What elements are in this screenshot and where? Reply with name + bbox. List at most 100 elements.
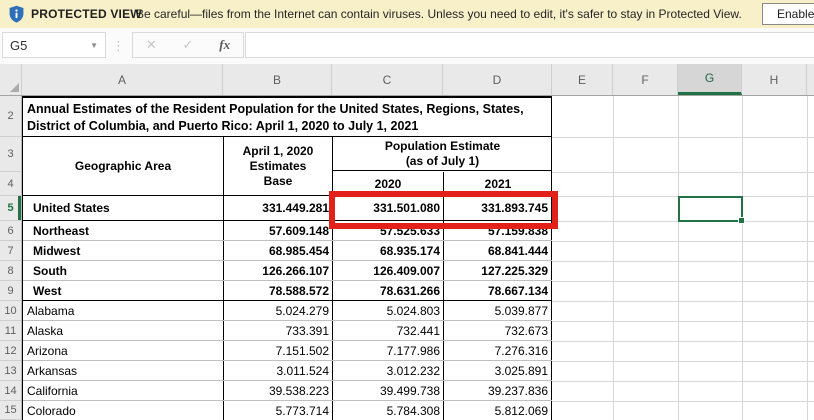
shield-info-icon (9, 5, 24, 23)
cell-base[interactable]: 126.266.107 (224, 261, 333, 280)
header-estimates-base[interactable]: April 1, 2020 Estimates Base (224, 137, 333, 195)
drag-handle-icon[interactable]: ⋮ (112, 38, 125, 53)
cell-2021[interactable]: 7.276.316 (444, 341, 552, 360)
cell-base[interactable]: 3.011.524 (224, 361, 333, 380)
cell-base[interactable]: 7.151.502 (224, 341, 333, 360)
cell-base[interactable]: 733.391 (224, 321, 333, 340)
row-header-3[interactable]: 3 (0, 137, 22, 172)
column-header-e[interactable]: E (552, 64, 613, 95)
cell-area[interactable]: Colorado (23, 401, 224, 420)
cell-base[interactable]: 57.609.148 (224, 221, 333, 240)
row-header-13[interactable]: 13 (0, 361, 22, 381)
cell-2021[interactable]: 5.039.877 (444, 301, 552, 320)
gridline (552, 301, 814, 302)
table-row: Arkansas 3.011.524 3.012.232 3.025.891 (23, 361, 552, 381)
cell-2021[interactable]: 78.667.134 (444, 281, 552, 300)
cell-area[interactable]: West (23, 281, 224, 300)
formula-bar: G5 ▼ ⋮ ✕ ✓ fx (0, 28, 814, 65)
cell-base[interactable]: 39.538.223 (224, 381, 333, 400)
cell-area[interactable]: Northeast (23, 221, 224, 240)
column-header-a[interactable]: A (22, 64, 223, 95)
cell-2020[interactable]: 5.024.803 (333, 301, 444, 320)
row-header-11[interactable]: 11 (0, 321, 22, 341)
row-header-10[interactable]: 10 (0, 301, 22, 321)
cell-2021[interactable]: 5.812.069 (444, 401, 552, 420)
column-header-c[interactable]: C (332, 64, 443, 95)
row-header-4[interactable]: 4 (0, 172, 22, 196)
row-header-6[interactable]: 6 (0, 221, 22, 241)
table-row: Arizona 7.151.502 7.177.986 7.276.316 (23, 341, 552, 361)
header-2021[interactable]: 2021 (484, 176, 512, 191)
cell-2021[interactable]: 68.841.444 (444, 241, 552, 260)
selected-cell-outline[interactable] (678, 196, 745, 224)
row-header-12[interactable]: 12 (0, 341, 22, 361)
title-cell[interactable]: Annual Estimates of the Resident Populat… (22, 96, 552, 137)
insert-function-icon[interactable]: fx (219, 37, 231, 52)
gridline (552, 137, 814, 138)
table-row: Alaska 733.391 732.441 732.673 (23, 321, 552, 341)
protected-view-label: PROTECTED VIEW (31, 7, 142, 21)
select-all-corner[interactable] (0, 64, 22, 95)
cell-2021[interactable]: 331.893.745 (444, 196, 552, 220)
formula-buttons: ✕ ✓ fx (132, 32, 244, 58)
column-header-h[interactable]: H (742, 64, 807, 95)
cell-2020[interactable]: 331.501.080 (333, 196, 444, 220)
header-geographic-area[interactable]: Geographic Area (23, 137, 224, 195)
cell-2020[interactable]: 39.499.738 (333, 381, 444, 400)
row-header-5[interactable]: 5 (0, 196, 22, 221)
cell-area[interactable]: Alabama (23, 301, 224, 320)
row-header-2[interactable]: 2 (0, 96, 22, 137)
cell-2021[interactable]: 3.025.891 (444, 361, 552, 380)
name-box[interactable]: G5 ▼ (2, 32, 106, 58)
row-header-8[interactable]: 8 (0, 261, 22, 281)
cell-2020[interactable]: 78.631.266 (333, 281, 444, 300)
cell-2021[interactable]: 39.237.836 (444, 381, 552, 400)
cell-base[interactable]: 5.024.279 (224, 301, 333, 320)
gridline (552, 361, 814, 362)
cancel-icon[interactable]: ✕ (145, 37, 157, 52)
header-population-estimate[interactable]: Population Estimate (as of July 1) (333, 137, 552, 171)
gridline (552, 281, 814, 282)
gridline (552, 341, 814, 342)
cell-area[interactable]: Arizona (23, 341, 224, 360)
cell-2021[interactable]: 127.225.329 (444, 261, 552, 280)
protected-view-message: Be careful—files from the Internet can c… (136, 7, 742, 21)
cell-base[interactable]: 331.449.281 (224, 196, 333, 220)
cell-base[interactable]: 68.985.454 (224, 241, 333, 260)
chevron-down-icon[interactable]: ▼ (90, 40, 98, 50)
cell-base[interactable]: 78.588.572 (224, 281, 333, 300)
enable-editing-button[interactable]: Enable (762, 3, 814, 25)
cell-area[interactable]: Midwest (23, 241, 224, 260)
row-header-15[interactable]: 15 (0, 401, 22, 420)
row-header-14[interactable]: 14 (0, 381, 22, 401)
cell-2020[interactable]: 5.784.308 (333, 401, 444, 420)
enter-icon[interactable]: ✓ (182, 37, 194, 52)
cell-2021[interactable]: 732.673 (444, 321, 552, 340)
row-headers: 2 3 4 5 6 7 8 9 10 11 12 13 14 15 (0, 96, 22, 420)
header-pop-line2: (as of July 1) (405, 153, 480, 168)
column-header-d[interactable]: D (443, 64, 552, 95)
fill-handle[interactable] (738, 217, 745, 224)
column-header-g[interactable]: G (678, 64, 742, 95)
row-header-7[interactable]: 7 (0, 241, 22, 261)
header-pop-line1: Population Estimate (384, 138, 501, 153)
header-2020[interactable]: 2020 (333, 172, 444, 195)
column-header-f[interactable]: F (613, 64, 678, 95)
cell-2020[interactable]: 68.935.174 (333, 241, 444, 260)
row-header-9[interactable]: 9 (0, 281, 22, 301)
cell-2020[interactable]: 7.177.986 (333, 341, 444, 360)
cell-area[interactable]: South (23, 261, 224, 280)
table-row: California 39.538.223 39.499.738 39.237.836 (23, 381, 552, 401)
cell-area[interactable]: United States (23, 196, 224, 220)
table-row: Alabama 5.024.279 5.024.803 5.039.877 (23, 301, 552, 321)
cell-2020[interactable]: 126.409.007 (333, 261, 444, 280)
cell-2020[interactable]: 732.441 (333, 321, 444, 340)
cell-area[interactable]: Alaska (23, 321, 224, 340)
cell-2020[interactable]: 3.012.232 (333, 361, 444, 380)
column-header-b[interactable]: B (223, 64, 332, 95)
cell-area[interactable]: Arkansas (23, 361, 224, 380)
cell-area[interactable]: California (23, 381, 224, 400)
cell-base[interactable]: 5.773.714 (224, 401, 333, 420)
formula-input[interactable] (245, 32, 814, 58)
